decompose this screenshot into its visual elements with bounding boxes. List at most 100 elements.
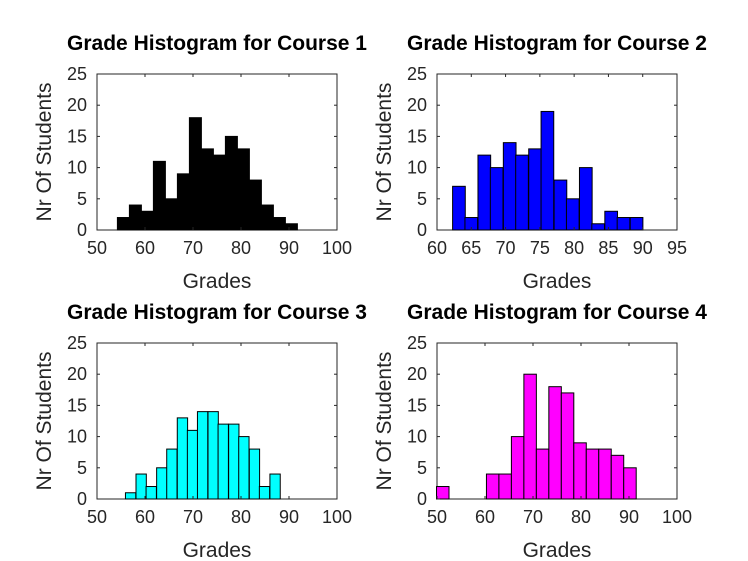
- x-tick-label: 60: [135, 238, 155, 258]
- bar: [236, 148, 250, 231]
- y-tick-label: 10: [67, 427, 87, 447]
- x-axis-label: Grades: [183, 270, 252, 293]
- y-tick-label: 15: [67, 395, 87, 415]
- bar: [540, 110, 555, 231]
- histogram-panel-3: 50 60 70 80 90 100 0 5 10 15 20 25 Grade Histogram f…: [33, 301, 367, 561]
- bar: [248, 179, 262, 231]
- y-tick-label: 15: [67, 126, 87, 146]
- bar: [598, 448, 612, 500]
- x-tick-label: 60: [475, 507, 495, 527]
- y-tick-label: 15: [407, 395, 427, 415]
- x-tick-label: 50: [87, 238, 107, 258]
- bar: [212, 154, 226, 231]
- bar: [269, 473, 281, 500]
- y-tick-label: 10: [407, 427, 427, 447]
- histogram-panel-1: 50 60 70 80 90 100 0 5 10 15 20 25 Grade Histogram f…: [33, 32, 367, 293]
- x-tick-label: 80: [571, 507, 591, 527]
- bar: [548, 386, 562, 500]
- bar: [591, 223, 605, 231]
- bar: [477, 154, 492, 231]
- x-axis-label: Grades: [183, 539, 252, 561]
- bar: [535, 448, 550, 500]
- x-tick-label: 60: [135, 507, 155, 527]
- y-tick-label: 0: [417, 220, 427, 240]
- bar: [528, 148, 542, 231]
- y-tick-label: 25: [407, 333, 427, 353]
- bar: [523, 373, 537, 500]
- bar: [610, 454, 625, 500]
- x-tick-label: 85: [598, 238, 618, 258]
- bar: [560, 392, 575, 500]
- x-tick-label: 90: [279, 238, 299, 258]
- y-tick-label: 5: [417, 189, 427, 209]
- y-tick-label: 0: [77, 220, 87, 240]
- x-tick-label: 100: [322, 238, 352, 258]
- bar: [176, 173, 190, 231]
- bar: [436, 486, 450, 500]
- bar: [515, 154, 529, 231]
- y-axis-label: Nr Of Students: [373, 352, 396, 491]
- y-axis-label: Nr Of Students: [33, 83, 56, 222]
- bar: [510, 436, 525, 500]
- x-tick-label: 100: [322, 507, 352, 527]
- x-tick-label: 80: [231, 507, 251, 527]
- bar: [128, 204, 142, 231]
- bar: [578, 167, 593, 231]
- bar: [228, 423, 240, 500]
- chart-title: Grade Histogram for Course 1: [67, 32, 367, 55]
- histogram-panel-2: 60 65 70 75 80 85 90 95 0 5 10 15 20 25 Grade Histogra…: [373, 32, 707, 293]
- x-tick-label: 95: [667, 238, 687, 258]
- bar: [224, 135, 238, 231]
- bar: [248, 448, 261, 500]
- bar: [217, 423, 229, 500]
- y-tick-label: 0: [77, 489, 87, 509]
- bar: [489, 167, 504, 231]
- bar: [140, 210, 154, 231]
- bar: [156, 467, 168, 500]
- bar: [498, 473, 512, 500]
- bar: [565, 198, 580, 231]
- bar: [124, 492, 137, 500]
- bar: [116, 217, 130, 231]
- bar: [616, 217, 631, 231]
- y-tick-label: 10: [67, 158, 87, 178]
- bar: [196, 411, 209, 500]
- y-tick-label: 20: [67, 364, 87, 384]
- bar: [629, 217, 644, 231]
- chart-title: Grade Histogram for Course 4: [407, 301, 707, 324]
- bar: [186, 429, 199, 500]
- y-tick-label: 20: [407, 364, 427, 384]
- bar: [485, 473, 500, 500]
- x-axis-label: Grades: [523, 270, 592, 293]
- x-tick-label: 70: [183, 238, 203, 258]
- y-tick-label: 5: [77, 458, 87, 478]
- x-tick-label: 70: [523, 507, 543, 527]
- bar: [152, 160, 166, 231]
- x-tick-label: 70: [496, 238, 516, 258]
- bar: [207, 411, 219, 500]
- bar: [258, 486, 271, 500]
- y-tick-label: 10: [407, 158, 427, 178]
- x-axis-label: Grades: [523, 539, 592, 561]
- bar: [164, 198, 178, 231]
- y-tick-label: 0: [417, 489, 427, 509]
- bar: [238, 436, 250, 500]
- x-tick-label: 90: [279, 507, 299, 527]
- bar: [166, 448, 178, 500]
- x-tick-label: 50: [87, 507, 107, 527]
- bar: [553, 179, 568, 231]
- bar: [623, 467, 637, 500]
- y-tick-label: 25: [67, 333, 87, 353]
- bar: [604, 210, 619, 231]
- y-tick-label: 20: [67, 95, 87, 115]
- bar: [188, 117, 202, 231]
- bar: [502, 142, 517, 231]
- x-tick-label: 60: [427, 238, 447, 258]
- x-tick-label: 50: [427, 507, 447, 527]
- x-tick-label: 90: [633, 238, 653, 258]
- x-tick-label: 70: [183, 507, 203, 527]
- x-tick-label: 90: [619, 507, 639, 527]
- x-tick-label: 80: [231, 238, 251, 258]
- histogram-panel-4: 50 60 70 80 90 100 0 5 10 15 20 25 Grade Histogram f…: [373, 301, 707, 561]
- x-tick-label: 80: [564, 238, 584, 258]
